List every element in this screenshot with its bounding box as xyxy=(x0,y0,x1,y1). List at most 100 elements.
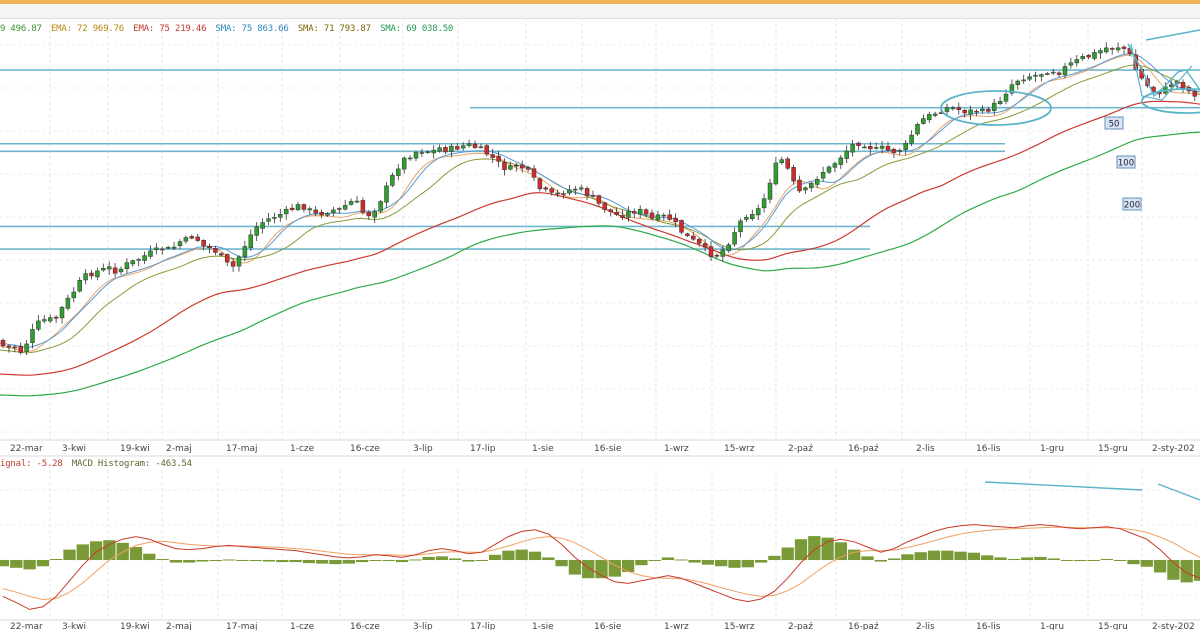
histogram-bar xyxy=(1127,560,1140,565)
divergence-line xyxy=(984,481,1143,491)
candle-down xyxy=(195,236,200,241)
histogram-bar xyxy=(874,560,887,562)
candle-down xyxy=(0,339,6,347)
candle-down xyxy=(366,212,372,217)
x-tick-label: 16-paź xyxy=(848,622,879,630)
x-tick-label: 1-wrz xyxy=(664,622,689,630)
candle-up xyxy=(130,260,136,265)
candle-up xyxy=(1092,52,1097,59)
histogram-bar xyxy=(568,560,582,575)
candle-up xyxy=(626,211,631,218)
histogram-bar xyxy=(143,553,156,560)
candle-up xyxy=(1033,74,1038,77)
x-tick-label: 17-maj xyxy=(226,622,257,630)
candle-up xyxy=(124,262,130,270)
histogram-bar xyxy=(10,560,23,568)
histogram-bar xyxy=(781,547,794,560)
histogram-bar xyxy=(887,558,901,560)
candle-up xyxy=(573,188,578,191)
candle-up xyxy=(720,249,726,257)
annotation-shapes: 50 100 200 xyxy=(940,29,1200,211)
histogram-bar xyxy=(1007,558,1020,560)
divergence-line xyxy=(1157,483,1200,501)
candle-up xyxy=(1168,84,1174,87)
histogram-bar xyxy=(794,539,808,560)
x-tick-label: 1-gru xyxy=(1040,444,1064,454)
candle-down xyxy=(956,107,962,110)
histogram-bar xyxy=(89,541,103,560)
candle-up xyxy=(1115,47,1121,51)
candle-down xyxy=(160,248,165,251)
candle-down xyxy=(531,168,537,178)
candle-up xyxy=(42,319,47,322)
histogram-bar xyxy=(768,555,781,560)
candle-down xyxy=(962,110,967,114)
histogram-bar xyxy=(103,540,116,560)
histogram-bar xyxy=(196,560,209,562)
candle-down xyxy=(691,235,696,240)
candle-down xyxy=(360,200,366,213)
histogram-bar xyxy=(183,560,196,563)
candle-down xyxy=(885,145,891,151)
candle-up xyxy=(83,273,88,281)
candle-up xyxy=(372,211,377,218)
candle-up xyxy=(331,209,336,214)
histogram-bar xyxy=(63,549,76,560)
candle-up xyxy=(478,146,484,149)
candle-up xyxy=(732,232,737,245)
histogram-bar xyxy=(1193,560,1200,581)
histogram-bar xyxy=(316,560,329,564)
candle-up xyxy=(142,255,147,261)
x-tick-label: 15-gru xyxy=(1098,444,1128,454)
legend-entry-sma-50: SMA: 75 863.66 xyxy=(215,24,289,34)
candle-up xyxy=(755,208,761,216)
candle-up xyxy=(148,250,153,257)
candle-up xyxy=(59,306,65,319)
candle-up xyxy=(36,320,41,330)
candle-up xyxy=(944,107,950,112)
x-axis-band xyxy=(0,440,1200,454)
x-tick-label: 19-kwi xyxy=(120,622,150,630)
x-tick-label: 3-lip xyxy=(413,444,433,454)
histogram-bar xyxy=(50,558,63,560)
x-tick-label: 3-lip xyxy=(413,622,433,630)
candle-down xyxy=(543,187,549,190)
x-tick-label: 2-paź xyxy=(788,444,813,454)
histogram-bar xyxy=(914,552,927,560)
wedge-line xyxy=(1127,43,1200,98)
histogram-bar xyxy=(1100,558,1114,560)
candle-up xyxy=(915,123,920,135)
candle-down xyxy=(337,208,342,210)
histogram-bar xyxy=(369,560,382,561)
candle-down xyxy=(561,193,566,195)
candle-down xyxy=(679,220,684,233)
candle-down xyxy=(230,261,236,267)
candle-up xyxy=(1050,71,1056,74)
ma-label-box xyxy=(1122,197,1142,211)
candle-up xyxy=(820,172,826,179)
candle-down xyxy=(785,158,790,169)
legend-entry-price: 9 496.87 xyxy=(0,24,42,34)
x-tick-label: 2-sty-202 xyxy=(1152,444,1195,454)
candle-down xyxy=(189,236,195,239)
x-tick-label: 2-sty-202 xyxy=(1152,622,1195,630)
x-tick-label: 1-cze xyxy=(290,444,315,454)
candle-down xyxy=(696,238,702,244)
x-tick-label: 16-paź xyxy=(848,444,879,454)
moving-averages xyxy=(0,53,1200,397)
candle-down xyxy=(986,108,991,112)
candle-up xyxy=(844,150,849,159)
candle-up xyxy=(773,162,779,185)
candle-down xyxy=(632,211,637,214)
candle-up xyxy=(661,214,667,217)
candle-up xyxy=(803,187,808,191)
histogram-bar xyxy=(116,542,129,560)
histogram-bar xyxy=(1060,560,1074,561)
candle-down xyxy=(6,345,12,348)
x-tick-label: 1-sie xyxy=(532,622,554,630)
candle-down xyxy=(301,204,307,210)
candle-up xyxy=(726,244,731,252)
histogram-bar xyxy=(222,559,236,561)
candle-up xyxy=(980,108,985,112)
histogram-bar xyxy=(409,559,422,561)
